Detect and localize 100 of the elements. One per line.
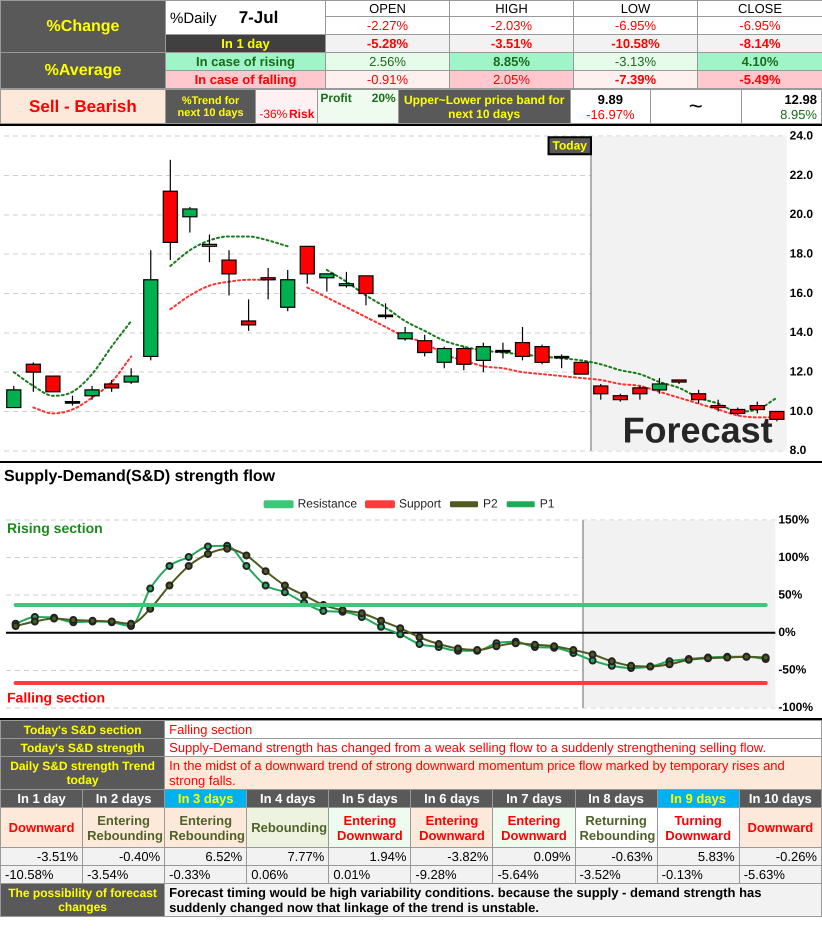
text: 2.05% — [450, 70, 574, 88]
y-tick-label: 10.0 — [790, 404, 814, 418]
text: 0.06% — [246, 866, 329, 884]
text: -9.28% — [410, 866, 493, 884]
text: 0.01% — [328, 866, 411, 884]
text: -36% — [259, 107, 288, 121]
y-tick-label: 50% — [778, 588, 803, 602]
annotation: Rising section — [7, 520, 103, 536]
text: -5.63% — [739, 866, 822, 884]
text: In 9 days — [657, 790, 740, 808]
text: In 4 days — [246, 790, 329, 808]
chart-title: Supply-Demand(S&D) strength flow — [4, 468, 276, 486]
y-tick-label: -50% — [778, 662, 807, 677]
y-tick-label: 14.0 — [790, 325, 814, 340]
text: -0.91% — [326, 70, 450, 88]
text: -3.54% — [82, 866, 165, 884]
text: Today's S&D section — [0, 720, 165, 738]
text: Today's S&D strength — [0, 738, 165, 756]
text: In case of rising — [166, 52, 326, 70]
text: -5.49% — [698, 70, 822, 88]
text: In 10 days — [739, 790, 822, 808]
text: CLOSE — [698, 0, 822, 16]
y-tick-label: 150% — [778, 512, 810, 527]
annotation: Today — [552, 138, 588, 153]
text: Sell - Bearish — [0, 90, 166, 124]
text: %Trend for next 10 days — [165, 90, 256, 124]
text: Entering Rebounding — [82, 808, 165, 848]
text: -3.52% — [575, 866, 658, 884]
y-tick-label: -100% — [778, 700, 814, 714]
y-tick-label: 20.0 — [790, 207, 814, 222]
text: In 5 days — [328, 790, 411, 808]
text: In 7 days — [492, 790, 576, 808]
text: OPEN — [326, 0, 450, 16]
text: In the midst of a downward trend of strong downward momentum price flow marked by temporary rises and strong falls. — [164, 756, 822, 790]
legend-label: Resistance — [298, 496, 358, 511]
text: -6.95% — [574, 16, 698, 34]
text: -3.82% — [410, 848, 493, 866]
text: Entering Rebounding — [164, 808, 247, 848]
text: In 6 days — [410, 790, 493, 808]
text: -0.33% — [164, 866, 247, 884]
text: -3.51% — [0, 848, 83, 866]
text: 1.94% — [328, 848, 411, 866]
text: 8.85% — [450, 52, 574, 70]
text: -8.14% — [698, 34, 822, 52]
text: Entering Downward — [410, 808, 493, 848]
text: Returning Rebounding — [575, 808, 658, 848]
text: 8.95% — [780, 106, 817, 122]
text: In case of falling — [166, 70, 326, 88]
annotation: Forecast — [622, 410, 773, 451]
text: Forecast timing would be high variability conditions. because the supply - demand strength has suddenly changed now that linkage of the trend is unstable. — [164, 884, 822, 916]
text: In 1 day — [0, 790, 83, 808]
text: -5.28% — [326, 34, 450, 52]
text: -10.58% — [574, 34, 698, 52]
text: HIGH — [450, 0, 574, 16]
y-tick-label: 16.0 — [790, 286, 814, 300]
text: Supply-Demand strength has changed from a weak selling flow to a suddenly strengthening selling flow. — [164, 738, 822, 756]
text: -5.64% — [492, 866, 576, 884]
text: Upper~Lower price band for next 10 days — [398, 90, 570, 124]
text: Risk — [289, 107, 314, 121]
text: Falling section — [164, 720, 822, 738]
y-tick-label: 18.0 — [790, 246, 814, 260]
text: 12.98 — [784, 92, 817, 106]
text: In 8 days — [575, 790, 658, 808]
text: 2.56% — [326, 52, 450, 70]
text: -0.40% — [82, 848, 165, 866]
text: -3.51% — [450, 34, 574, 52]
text: 20% — [372, 91, 396, 105]
text: In 3 days — [164, 790, 247, 808]
text: -0.13% — [657, 866, 740, 884]
text: Turning Downward — [657, 808, 740, 848]
text: 4.10% — [698, 52, 822, 70]
text: %Average — [0, 52, 166, 88]
text: 7-Jul — [238, 8, 278, 26]
text: ~ — [650, 90, 742, 124]
text: -2.27% — [326, 16, 450, 34]
text: %Daily — [170, 10, 217, 26]
y-tick-label: 22.0 — [790, 168, 814, 182]
y-tick-label: 0% — [778, 625, 796, 640]
text: LOW — [574, 0, 698, 16]
text: Rebounding — [246, 808, 329, 848]
text: -2.03% — [450, 16, 574, 34]
text: -16.97% — [586, 106, 635, 122]
legend-label: Support — [398, 496, 442, 511]
text: The possibility of forecast changes — [0, 884, 165, 916]
text: -7.39% — [574, 70, 698, 88]
text: Downward — [0, 808, 83, 848]
text: Profit — [320, 91, 352, 105]
text: In 2 days — [82, 790, 165, 808]
text: 0.09% — [492, 848, 576, 866]
text: 7.77% — [246, 848, 329, 866]
text: 5.83% — [657, 848, 740, 866]
text: -10.58% — [0, 866, 83, 884]
legend-label: P2 — [483, 496, 498, 511]
text: Downward — [739, 808, 822, 848]
text: -3.13% — [574, 52, 698, 70]
text: Entering Downward — [492, 808, 576, 848]
text: 9.89 — [598, 92, 623, 106]
text: 6.52% — [164, 848, 247, 866]
text: Entering Downward — [328, 808, 411, 848]
text: %Change — [0, 0, 166, 52]
